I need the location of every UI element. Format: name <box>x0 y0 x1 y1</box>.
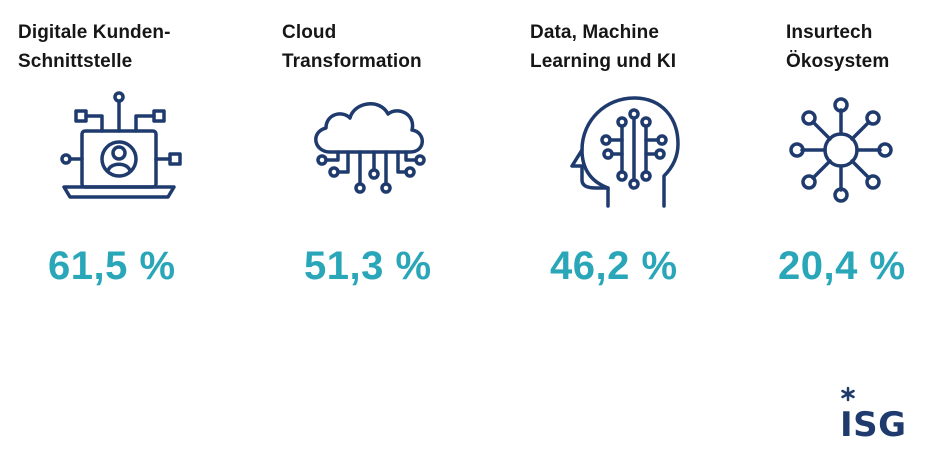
item-title: Data, Machine Learning und KI <box>530 22 677 72</box>
item-value: 46,2 % <box>550 244 678 288</box>
ecosystem-hub-icon <box>786 88 934 218</box>
svg-text:ISG: ISG <box>840 405 907 442</box>
isg-logo: ISG <box>836 386 920 445</box>
cloud-circuit-icon <box>294 88 444 218</box>
item-title: Insurtech Ökosystem <box>786 22 890 72</box>
item-value: 20,4 % <box>778 244 906 288</box>
item-title: Digitale Kunden- Schnittstelle <box>18 22 171 72</box>
laptop-user-network-icon <box>48 88 198 218</box>
item-value: 61,5 % <box>48 244 176 288</box>
item-title: Cloud Transformation <box>282 22 422 72</box>
item-value: 51,3 % <box>304 244 432 288</box>
ai-head-icon <box>550 88 700 218</box>
